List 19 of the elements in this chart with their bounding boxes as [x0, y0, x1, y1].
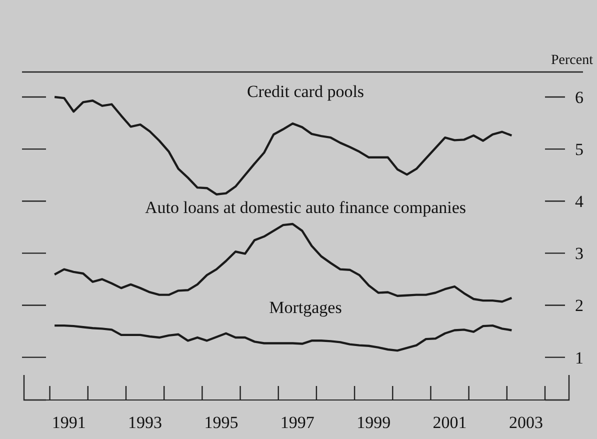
- x-tick-label: 1993: [128, 413, 162, 432]
- x-tick-label: 1999: [356, 413, 391, 432]
- line-series: [53, 222, 513, 303]
- y-tick-label: 2: [575, 296, 584, 316]
- x-tick-label: 1997: [280, 413, 315, 432]
- line-series: [53, 324, 513, 352]
- x-tick-label: 1995: [204, 413, 238, 432]
- text: Credit card pools: [246, 82, 364, 101]
- y-tick-label: 4: [575, 192, 584, 212]
- x-tick-label: 1991: [52, 413, 86, 432]
- series-label: Mortgages: [269, 298, 342, 317]
- y-tick-label: 6: [575, 88, 584, 107]
- y-tick-label: 5: [575, 140, 584, 160]
- y-axis-title: Percent: [551, 53, 594, 68]
- x-tick-label: 2001: [432, 413, 467, 432]
- y-tick-label: 1: [575, 348, 584, 368]
- series-label: Auto loans at domestic auto finance companies: [144, 198, 466, 217]
- y-tick-label: 3: [575, 244, 584, 264]
- x-tick-label: 2003: [508, 413, 543, 432]
